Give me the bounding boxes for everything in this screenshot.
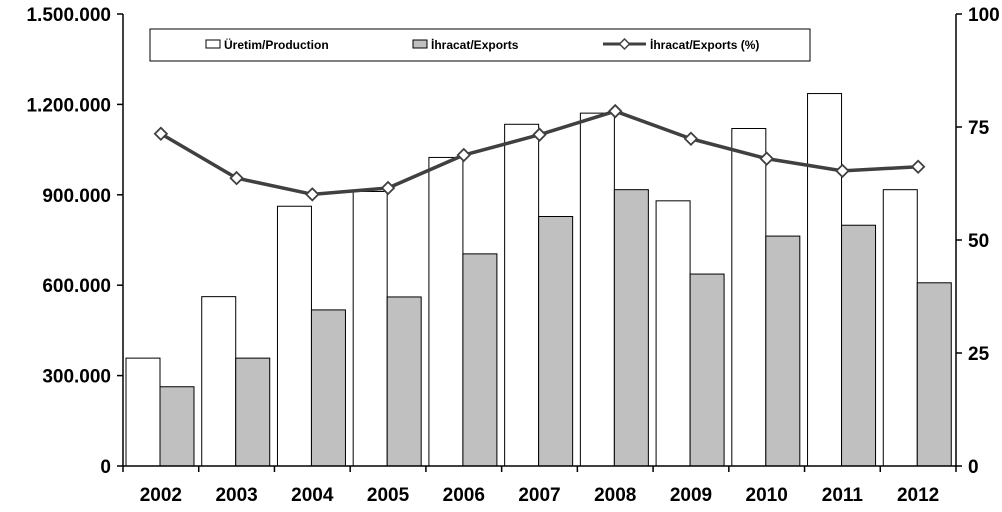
bar-exports-2003 — [235, 357, 271, 467]
x-tick-label-2005: 2005 — [367, 485, 410, 506]
x-tick-label-2011: 2011 — [822, 485, 864, 506]
legend-label-production: Üretim/Production — [224, 37, 329, 52]
bar-production-2005 — [352, 190, 388, 467]
bar-exports-2008 — [613, 189, 649, 467]
legend-swatch-exports-pct-marker — [618, 37, 631, 51]
legend: Üretim/Production İhracat/Exports İhraca… — [149, 28, 811, 62]
marker-exports-pct-2002 — [153, 126, 169, 142]
bar-production-2004 — [276, 205, 312, 467]
y-tick-label: 0 — [100, 457, 111, 478]
bar-production-2003 — [201, 296, 237, 467]
x-tick-label-2010: 2010 — [746, 485, 788, 506]
bar-exports-2002 — [159, 386, 195, 467]
x-tick-label-2012: 2012 — [897, 485, 939, 506]
bar-exports-2012 — [916, 282, 952, 467]
legend-label-exports-pct: İhracat/Exports (%) — [650, 37, 759, 52]
marker-exports-pct-2012 — [910, 159, 926, 175]
y-tick-label: 900.000 — [42, 186, 111, 207]
bar-production-2011 — [807, 93, 843, 467]
bar-production-2012 — [882, 189, 918, 467]
y-tick-label: 1.200.000 — [26, 95, 111, 116]
legend-swatch-exports — [412, 39, 428, 49]
marker-exports-pct-2009 — [683, 131, 699, 147]
y2-tick-label: 50 — [968, 231, 989, 252]
bar-production-2007 — [504, 123, 540, 467]
marker-exports-pct-2010 — [759, 151, 774, 166]
bar-exports-2005 — [386, 296, 422, 467]
x-tick-label-2009: 2009 — [670, 485, 712, 506]
x-tick-label-2003: 2003 — [215, 485, 257, 506]
marker-exports-pct-2011 — [835, 163, 850, 179]
bar-production-2009 — [655, 200, 691, 467]
bar-exports-2011 — [841, 224, 877, 467]
marker-exports-pct-2006 — [456, 147, 472, 163]
y2-tick-label: 0 — [968, 457, 979, 478]
bar-exports-2004 — [310, 309, 346, 467]
bars-group — [125, 93, 952, 467]
bar-exports-2006 — [462, 253, 498, 467]
y-tick-label: 600.000 — [42, 276, 111, 297]
bar-production-2008 — [579, 112, 615, 467]
marker-exports-pct-2005 — [380, 180, 396, 196]
legend-swatch-production — [205, 39, 221, 49]
bar-production-2006 — [428, 156, 464, 467]
x-tick-label-2007: 2007 — [518, 485, 560, 506]
bar-production-2002 — [125, 357, 161, 467]
marker-exports-pct-2003 — [229, 170, 244, 186]
y2-tick-label: 100 — [968, 5, 1000, 26]
ticks-group: 2002 2003 2004 2005 2006 2007 2008 2009 2010 2011… — [26, 5, 999, 506]
marker-exports-pct-2008 — [607, 103, 623, 119]
bar-exports-2010 — [765, 235, 801, 467]
bar-exports-2007 — [538, 215, 574, 467]
marker-exports-pct-2004 — [305, 187, 320, 202]
legend-box — [149, 28, 811, 62]
line-series-group — [153, 103, 926, 202]
marker-exports-pct-2007 — [532, 127, 547, 142]
line-exports-pct — [159, 109, 919, 197]
x-tick-label-2004: 2004 — [291, 485, 334, 506]
y2-tick-label: 25 — [968, 344, 990, 365]
y-tick-label: 1.500.000 — [26, 5, 111, 26]
bar-exports-2009 — [689, 273, 725, 467]
x-tick-label-2002: 2002 — [140, 485, 182, 506]
y2-tick-label: 75 — [968, 118, 990, 139]
x-tick-label-2006: 2006 — [443, 485, 485, 506]
x-tick-label-2008: 2008 — [594, 485, 636, 506]
bar-production-2010 — [731, 128, 767, 467]
y-tick-label: 300.000 — [42, 367, 111, 388]
legend-label-exports: İhracat/Exports — [431, 37, 519, 52]
